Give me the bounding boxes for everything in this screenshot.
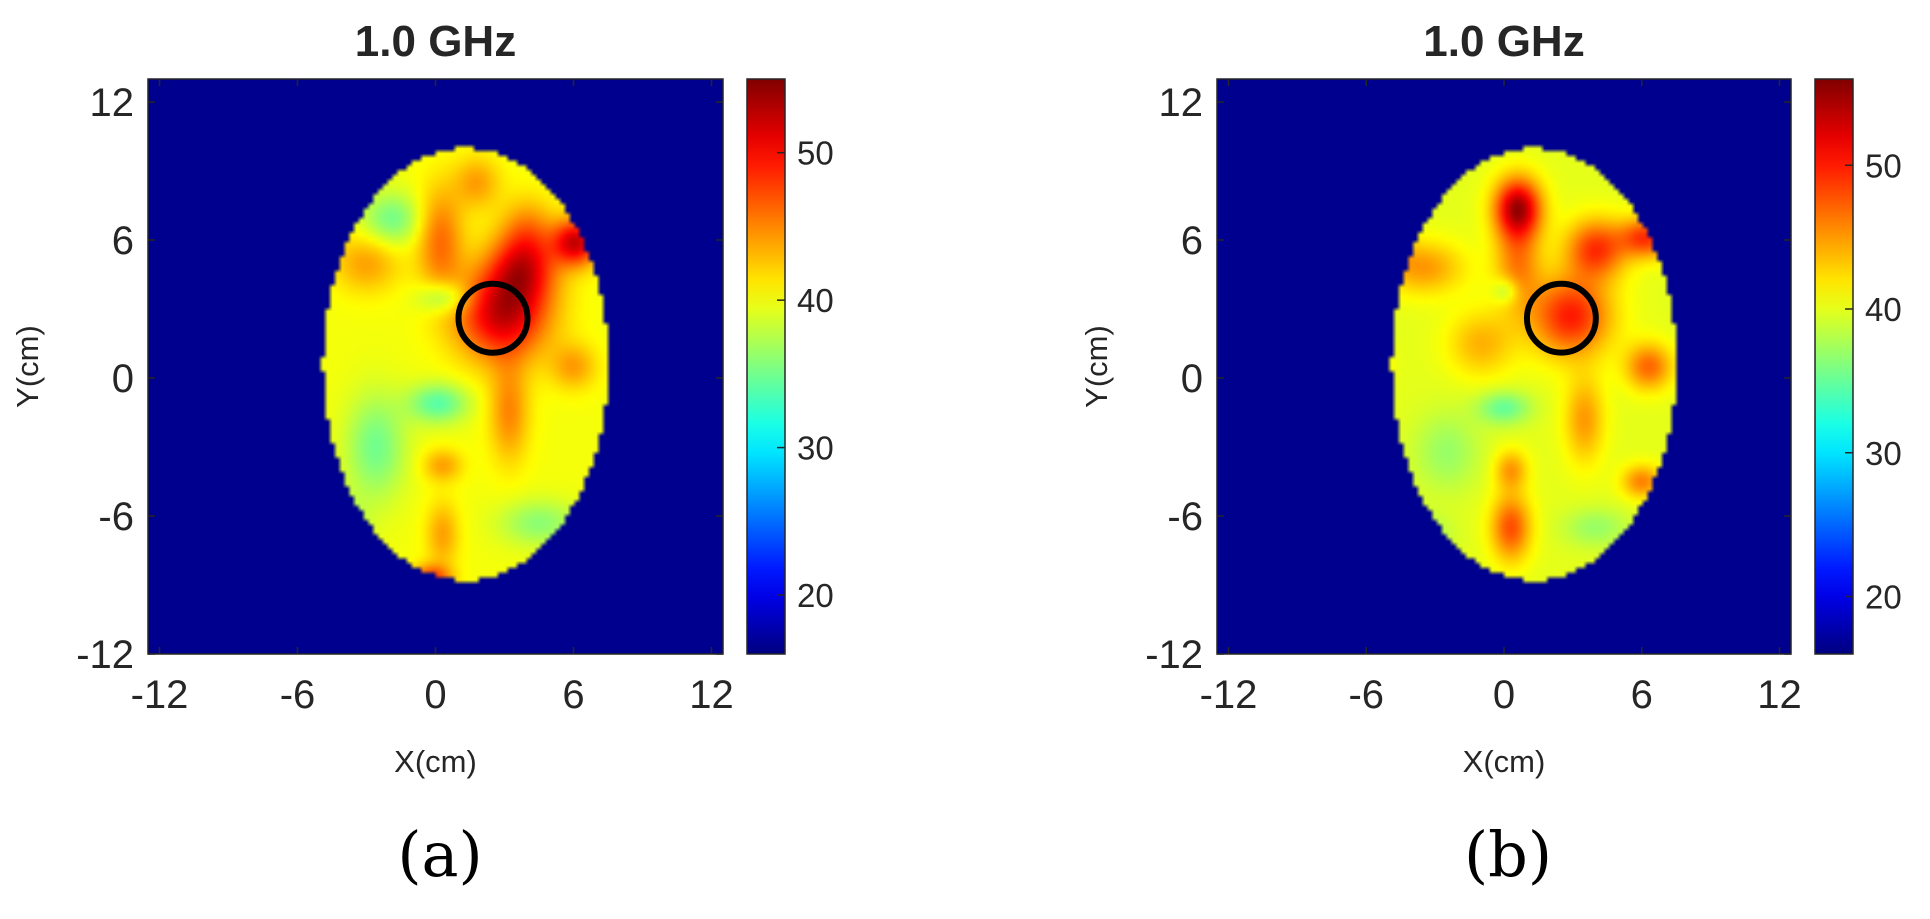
chart-title: 1.0 GHz (1423, 17, 1584, 66)
x-axis-label: X(cm) (1463, 744, 1546, 779)
colorbar (1814, 78, 1854, 655)
x-tick-label: -12 (131, 673, 189, 717)
colorbar-tick-label: 40 (797, 282, 834, 319)
y-axis-label: Y(cm) (10, 325, 45, 408)
x-axis-label: X(cm) (394, 744, 477, 779)
x-tick-label: -6 (280, 673, 316, 717)
x-tick-label: 6 (562, 673, 584, 717)
x-tick-label: 0 (424, 673, 446, 717)
heatmap-image (1217, 79, 1791, 654)
panel-b: -12 -6 0 6 12 12 6 0 -6 -12 X(cm) Y(cm) 1.0 GHz 50 40 3… (1079, 17, 1902, 779)
colorbar-tick-label: 20 (1865, 579, 1902, 616)
colorbar-tick-label: 50 (797, 135, 834, 172)
y-tick-label: 6 (1181, 219, 1203, 263)
colorbar-tick-label: 30 (797, 430, 834, 467)
y-tick-label: -6 (98, 495, 134, 539)
y-tick-label: -12 (76, 633, 134, 677)
colorbar-tick-label: 30 (1865, 435, 1902, 472)
y-tick-label: -12 (1145, 633, 1203, 677)
panel-caption-a: (a) (397, 818, 483, 891)
y-tick-label: 0 (112, 357, 134, 401)
colorbar-tick-label: 20 (797, 577, 834, 614)
x-tick-label: 0 (1493, 673, 1515, 717)
x-tick-label: 12 (689, 673, 734, 717)
colorbar-tick-label: 50 (1865, 147, 1902, 184)
panel-a: -12 -6 0 6 12 12 6 0 -6 -12 X(cm) Y(cm) 1.0 GHz 50 40 3… (10, 17, 834, 779)
y-tick-label: 12 (1159, 81, 1204, 125)
y-tick-label: 12 (90, 81, 135, 125)
y-tick-label: 6 (112, 219, 134, 263)
y-tick-label: -6 (1167, 495, 1203, 539)
colorbar (746, 78, 786, 655)
heatmap-image (148, 79, 723, 654)
x-tick-label: 12 (1757, 673, 1802, 717)
colorbar-tick-label: 40 (1865, 291, 1902, 328)
marker-circle (455, 280, 531, 356)
marker-circle (1523, 280, 1599, 356)
chart-title: 1.0 GHz (355, 17, 516, 66)
y-axis-label: Y(cm) (1079, 325, 1114, 408)
x-tick-label: -6 (1348, 673, 1384, 717)
x-tick-label: -12 (1200, 673, 1258, 717)
y-tick-label: 0 (1181, 357, 1203, 401)
panel-caption-b: (b) (1463, 818, 1553, 891)
x-tick-label: 6 (1631, 673, 1653, 717)
